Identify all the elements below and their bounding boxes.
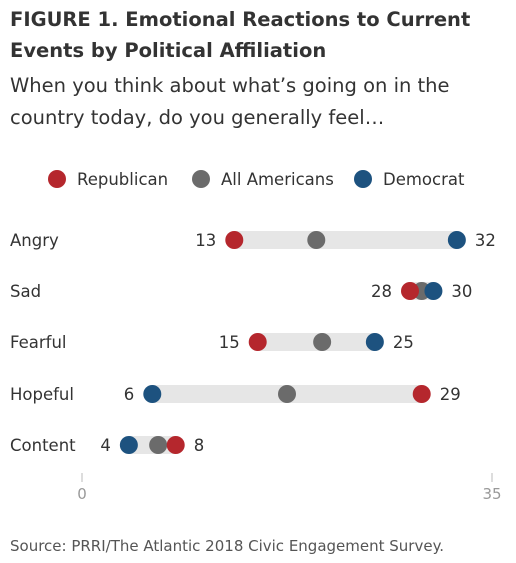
value-label-right-fearful: 25 — [393, 333, 414, 352]
range-bar-angry — [234, 231, 457, 249]
legend-marker-republican — [48, 170, 66, 188]
value-label-right-hopeful: 29 — [440, 385, 461, 404]
axis-label-max: 35 — [482, 485, 501, 503]
dot-all-americans-content — [149, 436, 168, 454]
legend-marker-democrat — [354, 170, 372, 188]
chart-subtitle: When you think about what’s going on in … — [10, 74, 450, 129]
dot-democrat-fearful — [365, 333, 384, 351]
chart-title: FIGURE 1. Emotional Reactions to Current… — [10, 8, 471, 62]
value-label-right-content: 8 — [194, 436, 205, 455]
value-label-left-fearful: 15 — [219, 333, 240, 352]
category-label-content: Content — [10, 436, 76, 455]
dot-republican-content — [166, 436, 185, 454]
value-label-left-angry: 13 — [195, 231, 216, 250]
dot-democrat-sad — [424, 282, 443, 300]
dot-republican-sad — [401, 282, 419, 300]
dot-democrat-hopeful — [143, 385, 162, 403]
dot-all-americans-angry — [307, 231, 326, 249]
dot-democrat-angry — [447, 231, 466, 249]
dot-democrat-content — [119, 436, 138, 454]
category-label-sad: Sad — [10, 282, 41, 301]
legend-label-democrat: Democrat — [383, 170, 465, 189]
dot-republican-hopeful — [412, 385, 431, 403]
legend: Republican All Americans Democrat — [48, 170, 465, 189]
category-label-angry: Angry — [10, 231, 59, 250]
value-label-left-content: 4 — [100, 436, 111, 455]
dot-republican-fearful — [248, 333, 267, 351]
dot-all-americans-fearful — [313, 333, 332, 351]
category-label-fearful: Fearful — [10, 333, 67, 352]
x-axis: 0 35 — [77, 473, 502, 503]
value-label-right-sad: 30 — [451, 282, 472, 301]
dot-all-americans-hopeful — [278, 385, 296, 403]
chart-rows: Angry 13 32 Sad 28 30 Fearful 15 25 Hopeful 6 29 Con… — [10, 231, 496, 455]
legend-label-republican: Republican — [77, 170, 168, 189]
dot-republican-angry — [225, 231, 244, 249]
value-label-left-sad: 28 — [371, 282, 392, 301]
value-label-left-hopeful: 6 — [124, 385, 135, 404]
category-label-hopeful: Hopeful — [10, 385, 74, 404]
legend-label-all-americans: All Americans — [221, 170, 334, 189]
axis-label-min: 0 — [77, 485, 87, 503]
source-note: Source: PRRI/The Atlantic 2018 Civic Eng… — [10, 537, 445, 555]
legend-marker-all-americans — [192, 170, 210, 188]
value-label-right-angry: 32 — [475, 231, 496, 250]
